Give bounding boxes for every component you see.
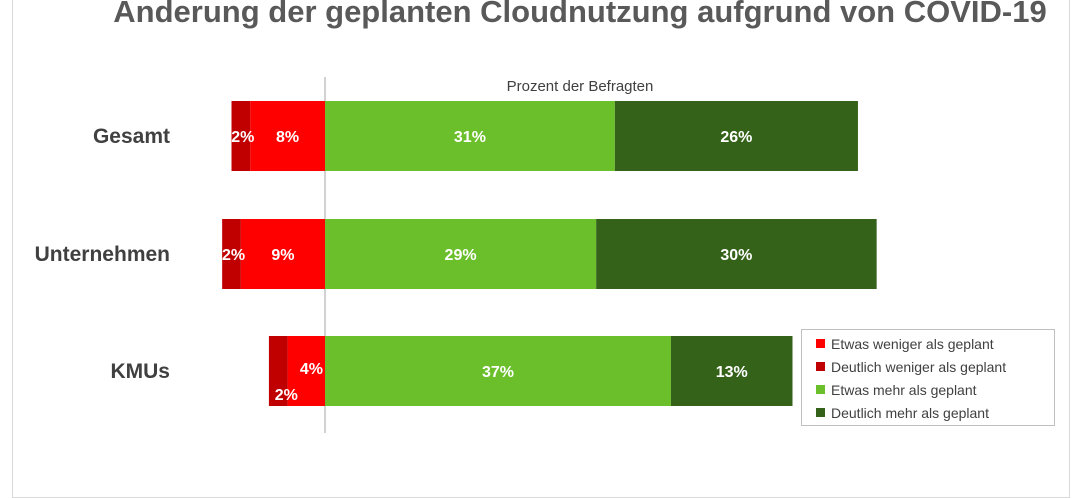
legend-swatch-0 — [816, 339, 825, 348]
label-etwas-weniger-1: 9% — [271, 247, 294, 264]
label-etwas-mehr-0: 31% — [454, 129, 486, 146]
legend-label-3: Deutlich mehr als geplant — [831, 404, 989, 421]
legend-label-1: Deutlich weniger als geplant — [831, 358, 1007, 375]
bar-etwas-mehr-2 — [325, 336, 671, 406]
bar-deutlich-weniger-1 — [222, 219, 241, 289]
label-deutlich-mehr-2: 13% — [716, 364, 748, 381]
bar-etwas-weniger-1 — [240, 219, 325, 289]
legend-item-1: Deutlich weniger als geplant — [816, 355, 1054, 378]
legend-item-2: Etwas mehr als geplant — [816, 378, 1054, 401]
category-label-1: Unternehmen — [35, 243, 170, 266]
label-deutlich-mehr-0: 26% — [720, 129, 752, 146]
bar-deutlich-mehr-2 — [670, 336, 793, 406]
label-deutlich-weniger-2: 2% — [275, 387, 298, 404]
bar-deutlich-mehr-0 — [614, 101, 858, 171]
legend-swatch-3 — [816, 408, 825, 417]
label-etwas-weniger-2: 4% — [300, 361, 323, 378]
label-etwas-weniger-0: 8% — [276, 129, 299, 146]
bar-deutlich-weniger-2 — [268, 336, 288, 406]
bar-deutlich-mehr-1 — [596, 219, 877, 289]
category-label-0: Gesamt — [93, 125, 170, 148]
legend: Etwas weniger als geplant Deutlich wenige… — [801, 329, 1055, 426]
plot-area: Gesamt 8% 2% 31% 26% Unternehmen 9% 2% 29% 30% KMU… — [35, 77, 877, 433]
bar-etwas-weniger-0 — [250, 101, 325, 171]
bar-etwas-mehr-0 — [325, 101, 615, 171]
legend-swatch-2 — [816, 385, 825, 394]
legend-item-0: Etwas weniger als geplant — [816, 332, 1054, 355]
legend-swatch-1 — [816, 362, 825, 371]
legend-label-2: Etwas mehr als geplant — [831, 381, 977, 398]
label-deutlich-weniger-1: 2% — [222, 247, 245, 264]
chart-title: Änderung der geplanten Cloudnutzung aufg… — [113, 0, 1047, 29]
label-deutlich-mehr-1: 30% — [720, 247, 752, 264]
label-etwas-mehr-2: 37% — [482, 364, 514, 381]
legend-item-3: Deutlich mehr als geplant — [816, 401, 1054, 424]
legend-label-0: Etwas weniger als geplant — [831, 335, 994, 352]
axis-label: Prozent der Befragten — [506, 78, 654, 95]
category-label-2: KMUs — [110, 360, 170, 383]
bar-etwas-weniger-2 — [287, 336, 325, 406]
label-deutlich-weniger-0: 2% — [231, 129, 254, 146]
bar-etwas-mehr-1 — [325, 219, 597, 289]
bar-deutlich-weniger-0 — [231, 101, 251, 171]
label-etwas-mehr-1: 29% — [445, 247, 477, 264]
